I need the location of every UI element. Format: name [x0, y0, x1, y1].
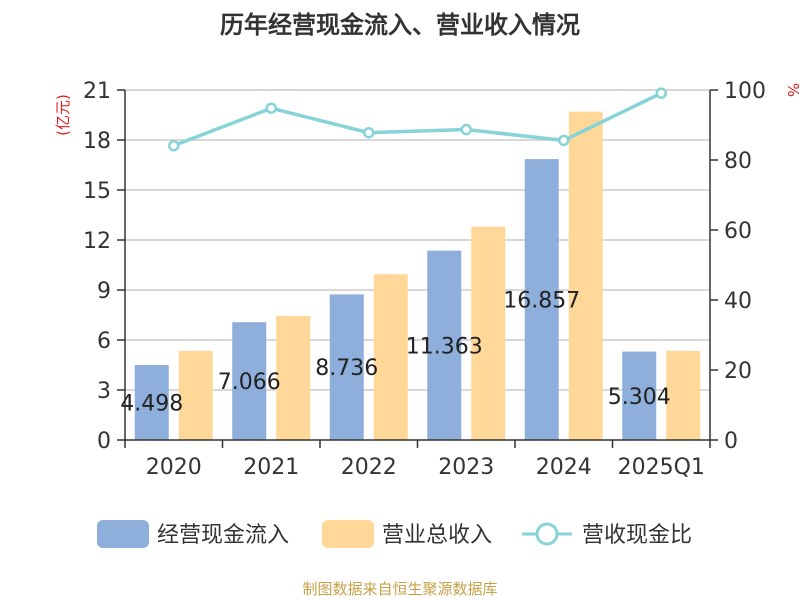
- bar-revenue-2024: [568, 111, 603, 441]
- ratio-point-2024: [558, 134, 570, 147]
- left-tick-label: 18: [83, 129, 111, 154]
- right-tick-label: 60: [724, 219, 752, 244]
- chart-title: 历年经营现金流入、营业收入情况: [220, 11, 580, 39]
- left-tick-label: 15: [83, 179, 111, 204]
- bar-cash-inflow-2024: [524, 159, 559, 441]
- bar-cash-inflow-2023: [427, 250, 462, 440]
- x-tick-label: 2024: [536, 455, 592, 480]
- right-tick-label: 100: [724, 79, 766, 104]
- legend-swatch-revenue: [322, 520, 374, 548]
- ratio-line-path: [173, 91, 663, 148]
- bar-revenue-2021: [276, 315, 311, 440]
- data-label-cash-inflow: 4.498: [120, 392, 183, 417]
- x-axis: 2020 2021 2022 2023 2024 2025Q1: [124, 439, 711, 480]
- legend: 经营现金流入 营业总收入 营收现金比: [97, 520, 692, 548]
- bar-revenue-2023: [471, 226, 506, 440]
- right-tick-label: 80: [724, 149, 752, 174]
- right-tick-label: 20: [724, 359, 752, 384]
- bar-cash-inflow-2022: [329, 294, 364, 440]
- data-label-cash-inflow: 16.857: [503, 289, 580, 314]
- data-label-cash-inflow: 8.736: [315, 356, 378, 381]
- left-axis: 0 3 6 9 12 15 18 21: [83, 79, 126, 454]
- right-axis-unit: %: [784, 83, 800, 97]
- left-tick-label: 3: [97, 379, 111, 404]
- right-axis: 0 20 40 60 80 100: [709, 79, 766, 454]
- bar-revenue-2025Q1: [666, 350, 701, 440]
- right-tick-label: 0: [724, 429, 738, 454]
- legend-swatch-cash-inflow: [97, 520, 149, 548]
- left-tick-label: 0: [97, 429, 111, 454]
- data-label-cash-inflow: 11.363: [406, 334, 483, 359]
- ratio-point-2021: [265, 102, 277, 114]
- data-labels: 4.498 7.066 8.736 11.363 16.857 5.304: [120, 289, 670, 417]
- bar-cash-inflow-2021: [232, 322, 267, 440]
- legend-label-revenue: 营业总收入: [382, 523, 492, 548]
- right-tick-label: 40: [724, 289, 752, 314]
- bar-revenue-2022: [373, 274, 408, 440]
- x-tick-label: 2021: [243, 455, 299, 480]
- gridlines: [125, 89, 710, 391]
- ratio-point-2022: [363, 126, 375, 139]
- x-tick-label: 2023: [438, 455, 494, 480]
- source-note: 制图数据来自恒生聚源数据库: [302, 580, 497, 598]
- x-tick-label: 2025Q1: [618, 455, 705, 480]
- x-tick-label: 2020: [146, 455, 202, 480]
- ratio-point-2025Q1: [655, 87, 667, 99]
- data-label-cash-inflow: 7.066: [218, 370, 281, 395]
- x-tick-label: 2022: [341, 455, 397, 480]
- left-axis-unit: (亿元): [54, 94, 72, 136]
- left-tick-label: 6: [97, 329, 111, 354]
- legend-label-ratio: 营收现金比: [582, 523, 692, 548]
- bar-cash-inflow-2020: [134, 365, 169, 440]
- ratio-point-2023: [460, 123, 472, 136]
- bar-revenue-2020: [178, 350, 213, 440]
- legend-label-cash-inflow: 经营现金流入: [157, 523, 289, 548]
- left-tick-label: 9: [97, 279, 111, 304]
- data-label-cash-inflow: 5.304: [608, 385, 671, 410]
- bars: [134, 111, 701, 441]
- ratio-point-2020: [168, 139, 180, 152]
- ratio-line: [168, 87, 667, 152]
- bar-cash-inflow-2025Q1: [622, 351, 657, 440]
- left-tick-label: 12: [83, 229, 111, 254]
- legend-marker-ratio: [535, 522, 559, 546]
- left-tick-label: 21: [83, 79, 111, 104]
